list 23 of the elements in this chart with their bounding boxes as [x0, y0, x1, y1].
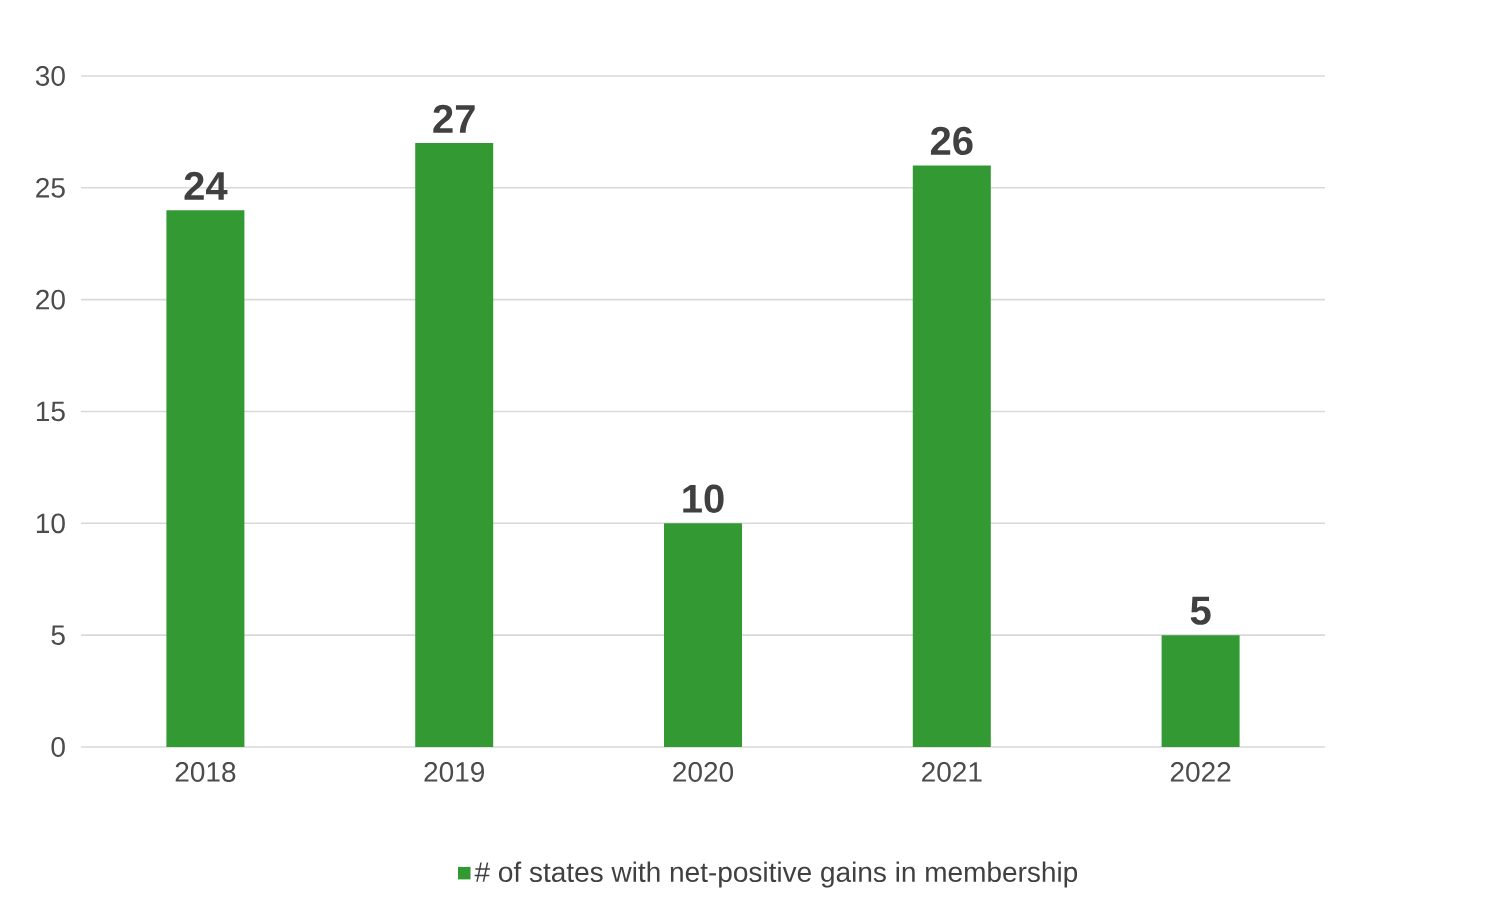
- y-tick-label: 25: [36, 177, 65, 198]
- y-tick-label: 5: [51, 625, 65, 645]
- data-label: 24: [184, 171, 228, 200]
- x-tick-label: 2022: [1170, 762, 1231, 782]
- y-tick-label: 20: [36, 289, 65, 310]
- bar: [415, 143, 494, 747]
- y-tick-label: 10: [36, 513, 65, 534]
- data-label: 5: [1190, 596, 1211, 625]
- y-tick-label: 15: [36, 401, 65, 422]
- x-tick-label: 2020: [673, 762, 734, 782]
- x-tick-label: 2018: [175, 762, 236, 782]
- x-tick-label: 2021: [922, 762, 982, 782]
- y-tick-label: 0: [51, 737, 65, 757]
- y-tick-label: 30: [35, 66, 65, 86]
- bar: [1161, 635, 1240, 747]
- bar: [664, 523, 742, 747]
- legend-label: # of states with net-positive gains in membership: [474, 861, 1078, 888]
- x-tick-label: 2019: [424, 762, 485, 782]
- bar: [912, 165, 991, 747]
- data-label: 27: [433, 104, 475, 133]
- bar: [166, 210, 245, 747]
- data-label: 26: [930, 126, 973, 156]
- data-label: 10: [683, 484, 724, 513]
